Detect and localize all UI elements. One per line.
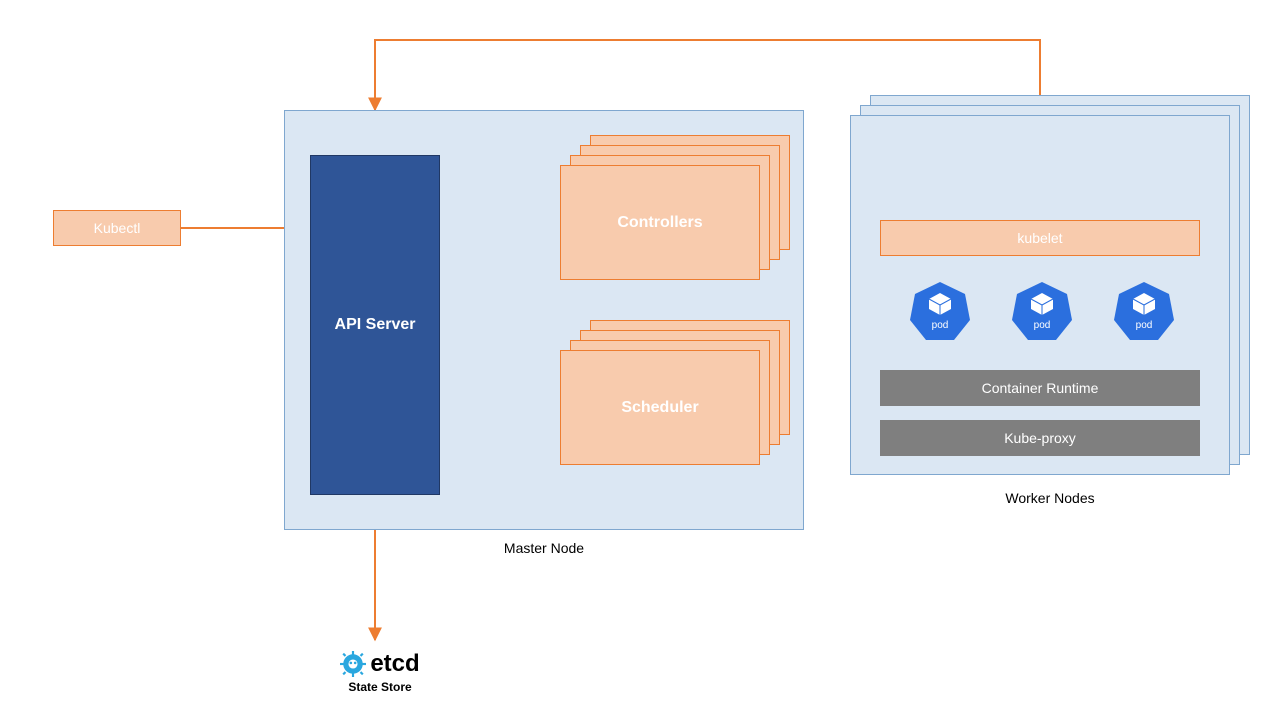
worker-nodes-caption: Worker Nodes — [850, 490, 1250, 506]
kubelet-label: kubelet — [1017, 230, 1062, 246]
pod-label-2: pod — [1010, 320, 1074, 331]
pod-cube-icon — [1030, 292, 1054, 316]
master-node-caption: Master Node — [284, 540, 804, 556]
api-server-label: API Server — [335, 316, 416, 334]
etcd-subtitle: State Store — [320, 680, 440, 694]
etcd-title: etcd — [370, 650, 419, 678]
pod-cube-icon — [1132, 292, 1156, 316]
controllers-label: Controllers — [617, 214, 702, 232]
kubectl-label: Kubectl — [94, 220, 141, 236]
kubelet-box: kubelet — [880, 220, 1200, 256]
pod-badge-1: pod — [908, 280, 972, 344]
scheduler-card-front: Scheduler — [560, 350, 760, 465]
controllers-card-front: Controllers — [560, 165, 760, 280]
container-runtime-box: Container Runtime — [880, 370, 1200, 406]
pod-label-1: pod — [908, 320, 972, 331]
api-server-box: API Server — [310, 155, 440, 495]
kube-proxy-box: Kube-proxy — [880, 420, 1200, 456]
pod-badge-2: pod — [1010, 280, 1074, 344]
container-runtime-label: Container Runtime — [982, 380, 1099, 396]
kubectl-box: Kubectl — [53, 210, 181, 246]
etcd-gear-icon — [340, 651, 366, 677]
etcd-block: etcd State Store — [320, 650, 440, 694]
pod-label-3: pod — [1112, 320, 1176, 331]
pod-cube-icon — [928, 292, 952, 316]
scheduler-label: Scheduler — [621, 399, 698, 417]
kube-proxy-label: Kube-proxy — [1004, 430, 1076, 446]
pod-badge-3: pod — [1112, 280, 1176, 344]
